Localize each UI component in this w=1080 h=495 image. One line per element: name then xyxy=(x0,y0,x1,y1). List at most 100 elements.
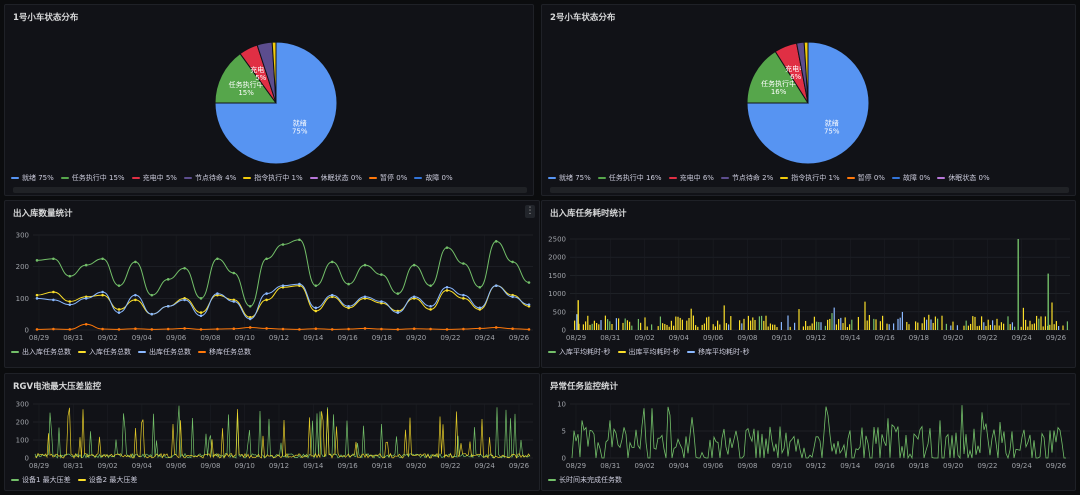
x-tick-label: 09/12 xyxy=(806,334,826,342)
legend-item[interactable]: 移库任务总数 xyxy=(198,347,251,357)
data-point xyxy=(314,306,318,310)
legend-label: 暂停 0% xyxy=(857,174,885,182)
legend-swatch xyxy=(414,177,423,179)
data-point xyxy=(183,327,186,330)
pie1-scrollbar[interactable] xyxy=(13,187,527,193)
panel-menu-button[interactable]: ⋮ xyxy=(525,205,535,218)
legend-label: 任务执行中 16% xyxy=(608,174,662,182)
legend-item[interactable]: 移库平均耗时-秒 xyxy=(687,347,750,357)
panel-title: 2号小车状态分布 xyxy=(550,13,616,23)
legend-item[interactable]: 休眠状态 0% xyxy=(309,173,362,183)
legend-item[interactable]: 充电中 6% xyxy=(668,173,714,183)
bar xyxy=(723,305,725,330)
legend-item[interactable]: 长时间未完成任务数 xyxy=(548,475,622,485)
legend-swatch xyxy=(687,351,696,353)
bar xyxy=(725,323,727,330)
bar xyxy=(866,320,868,330)
legend-item[interactable]: 出库任务总数 xyxy=(138,347,191,357)
data-point xyxy=(35,297,39,300)
legend-item[interactable]: 暂停 0% xyxy=(368,173,407,183)
bar xyxy=(593,320,595,330)
bar xyxy=(585,321,587,330)
pie-slice xyxy=(803,41,809,104)
bar xyxy=(611,324,613,330)
legend-swatch xyxy=(60,177,69,179)
x-tick-label: 09/12 xyxy=(269,334,289,342)
data-point xyxy=(117,328,121,331)
legend-item[interactable]: 故障 0% xyxy=(891,173,930,183)
legend-swatch xyxy=(720,177,729,179)
bar xyxy=(706,317,708,330)
y-tick-label: 1000 xyxy=(548,290,566,298)
x-tick-label: 09/06 xyxy=(703,462,724,470)
x-tick-label: 09/10 xyxy=(772,462,792,470)
legend-swatch xyxy=(309,177,318,179)
pie-label: 15% xyxy=(238,89,254,97)
bar xyxy=(857,316,859,330)
x-tick-label: 09/20 xyxy=(406,462,426,470)
data-point xyxy=(380,273,383,276)
legend-label: 出库任务总数 xyxy=(149,348,191,356)
legend-item[interactable]: 就绪 75% xyxy=(11,173,54,183)
legend-item[interactable]: 暂停 0% xyxy=(846,173,885,183)
data-point xyxy=(248,304,252,308)
legend-item[interactable]: 节点待命 2% xyxy=(720,173,773,183)
legend-item[interactable]: 入库任务总数 xyxy=(78,347,131,357)
bar xyxy=(864,301,866,330)
pie-label: 75% xyxy=(292,128,308,136)
legend-item[interactable]: 指令执行中 1% xyxy=(243,173,303,183)
bar xyxy=(970,323,972,330)
legend-item[interactable]: 故障 0% xyxy=(414,173,453,183)
pie-label: 任务执行中 xyxy=(761,79,796,88)
pie-label: 5% xyxy=(255,74,266,82)
bar xyxy=(677,316,679,330)
data-point xyxy=(216,327,219,331)
legend-item[interactable]: 节点待命 4% xyxy=(183,173,236,183)
data-point xyxy=(494,240,498,243)
x-tick-label: 09/26 xyxy=(509,462,530,470)
legend-label: 就绪 75% xyxy=(559,174,591,182)
x-tick-label: 09/20 xyxy=(943,334,963,342)
legend-item[interactable]: 休眠状态 0% xyxy=(937,173,990,183)
series-line xyxy=(36,239,530,307)
bar xyxy=(908,324,910,330)
bar xyxy=(818,322,820,330)
inout-legend: 出入库任务总数 入库任务总数 出库任务总数 移库任务总数 xyxy=(11,347,251,357)
data-point xyxy=(199,311,203,314)
bar xyxy=(888,324,890,330)
x-tick-label: 09/22 xyxy=(977,334,997,342)
legend-swatch xyxy=(548,177,556,179)
bar xyxy=(1055,321,1057,330)
x-tick-label: 09/10 xyxy=(235,462,255,470)
pie-label: 6% xyxy=(790,73,801,81)
legend-item[interactable]: 任务执行中 15% xyxy=(60,173,125,183)
legend-item[interactable]: 入库平均耗时-秒 xyxy=(548,347,611,357)
bar xyxy=(844,317,846,330)
legend-item[interactable]: 指令执行中 1% xyxy=(780,173,840,183)
pie2-scrollbar[interactable] xyxy=(550,187,1069,193)
data-point xyxy=(134,327,137,331)
bar xyxy=(767,326,769,330)
bar xyxy=(897,318,899,330)
bar xyxy=(985,325,987,330)
legend-item[interactable]: 任务执行中 16% xyxy=(597,173,662,183)
bar xyxy=(807,326,809,330)
data-point xyxy=(412,327,416,331)
x-tick-label: 09/14 xyxy=(303,462,324,470)
legend-item[interactable]: 充电中 5% xyxy=(131,173,177,183)
x-tick-label: 09/02 xyxy=(634,462,654,470)
data-point xyxy=(511,327,514,331)
data-point xyxy=(199,297,203,300)
legend-item[interactable]: 设备2 最大压差 xyxy=(77,475,137,485)
legend-swatch xyxy=(937,177,946,179)
legend-item[interactable]: 就绪 75% xyxy=(548,173,591,183)
bar xyxy=(765,315,767,330)
data-point xyxy=(248,317,252,321)
x-tick-label: 09/10 xyxy=(772,334,792,342)
bar xyxy=(879,321,881,330)
legend-item[interactable]: 出库平均耗时-秒 xyxy=(617,347,680,357)
legend-item[interactable]: 设备1 最大压差 xyxy=(11,475,71,485)
data-point xyxy=(35,293,39,297)
legend-item[interactable]: 出入库任务总数 xyxy=(11,347,71,357)
data-point xyxy=(101,257,104,261)
